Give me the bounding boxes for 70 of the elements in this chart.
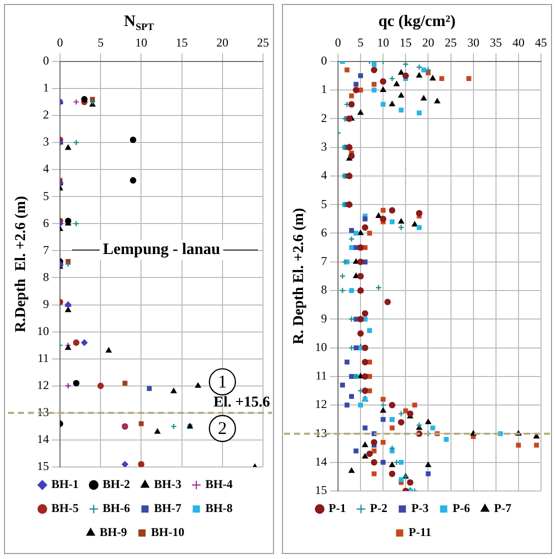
legend-label: P-3 xyxy=(411,501,429,516)
y-tick-label: 5 xyxy=(321,196,327,211)
y-tick-label: 12 xyxy=(315,397,327,412)
legend-label: P-11 xyxy=(408,525,432,540)
x-tick-label: 20 xyxy=(422,35,434,50)
y-tick-label: 15 xyxy=(315,483,327,498)
legend-label: BH-7 xyxy=(154,501,182,516)
y-tick-label: 1 xyxy=(321,82,327,96)
y-tick-label: 0 xyxy=(43,54,49,68)
x-tick-label: 0 xyxy=(57,35,63,50)
legend-label: BH-8 xyxy=(205,501,233,516)
y-tick-label: 1 xyxy=(43,80,49,95)
annotation: 2 xyxy=(218,418,227,438)
y-tick-label: 9 xyxy=(321,311,327,326)
y-axis-title: R. Depth El. +2.6 (m) xyxy=(290,208,307,344)
y-tick-label: 3 xyxy=(321,139,327,154)
legend-label: BH-3 xyxy=(154,477,182,492)
annotation: Lempung - lanau xyxy=(102,241,220,258)
x-tick-label: 25 xyxy=(257,35,269,50)
x-tick-label: 10 xyxy=(377,35,390,50)
y-tick-label: 8 xyxy=(43,270,49,284)
y-axis-title: R.Depth El. +2.6 (m) xyxy=(12,196,29,332)
legend-label: P-1 xyxy=(328,501,346,516)
x-tick-label: 30 xyxy=(467,35,480,50)
y-tick-label: 14 xyxy=(37,432,49,446)
x-tick-label: 15 xyxy=(400,35,412,50)
chart-title: qc (kg/cm²) xyxy=(377,13,457,31)
legend-label: BH-2 xyxy=(102,477,130,492)
y-tick-label: 6 xyxy=(43,216,49,230)
x-tick-label: 40 xyxy=(512,35,524,50)
y-tick-label: 6 xyxy=(321,225,327,240)
y-tick-label: 12 xyxy=(37,378,49,392)
x-tick-label: 0 xyxy=(335,35,341,50)
x-tick-label: 20 xyxy=(216,35,228,50)
legend-label: BH-1 xyxy=(51,477,79,492)
y-tick-label: 0 xyxy=(321,54,327,68)
y-tick-label: 14 xyxy=(315,454,327,469)
y-tick-label: 11 xyxy=(37,350,49,365)
y-tick-label: 3 xyxy=(43,134,49,149)
x-tick-label: 35 xyxy=(490,35,502,50)
x-tick-label: 15 xyxy=(176,35,188,50)
x-tick-label: 25 xyxy=(444,35,457,50)
chart-title: N$_{SPT}$ xyxy=(123,13,155,34)
x-tick-label: 45 xyxy=(535,35,547,50)
legend-label: P-2 xyxy=(370,501,388,516)
y-tick-label: 15 xyxy=(37,459,49,474)
y-tick-label: 4 xyxy=(43,162,49,176)
x-tick-label: 5 xyxy=(358,35,364,50)
y-tick-label: 10 xyxy=(37,324,49,338)
legend-label: P-7 xyxy=(494,501,512,516)
y-tick-label: 7 xyxy=(43,242,49,257)
ref-line-label: El. +15.6 xyxy=(214,394,270,410)
legend-label: BH-9 xyxy=(100,525,128,540)
y-tick-label: 5 xyxy=(43,188,49,203)
annotation: 1 xyxy=(218,372,227,392)
y-tick-label: 8 xyxy=(321,282,327,297)
x-tick-label: 10 xyxy=(135,35,148,50)
legend-label: BH-5 xyxy=(51,501,79,516)
y-tick-label: 7 xyxy=(321,254,327,268)
y-tick-label: 4 xyxy=(321,168,327,182)
y-tick-label: 9 xyxy=(43,296,49,311)
x-tick-label: 5 xyxy=(98,35,104,50)
y-tick-label: 10 xyxy=(315,340,327,354)
legend-label: BH-4 xyxy=(205,477,233,492)
y-tick-label: 11 xyxy=(315,368,327,383)
y-tick-label: 2 xyxy=(321,110,327,125)
legend-label: BH-10 xyxy=(151,525,184,540)
y-tick-label: 2 xyxy=(43,108,49,122)
legend-label: BH-6 xyxy=(102,501,130,516)
legend-label: P-6 xyxy=(452,501,470,516)
